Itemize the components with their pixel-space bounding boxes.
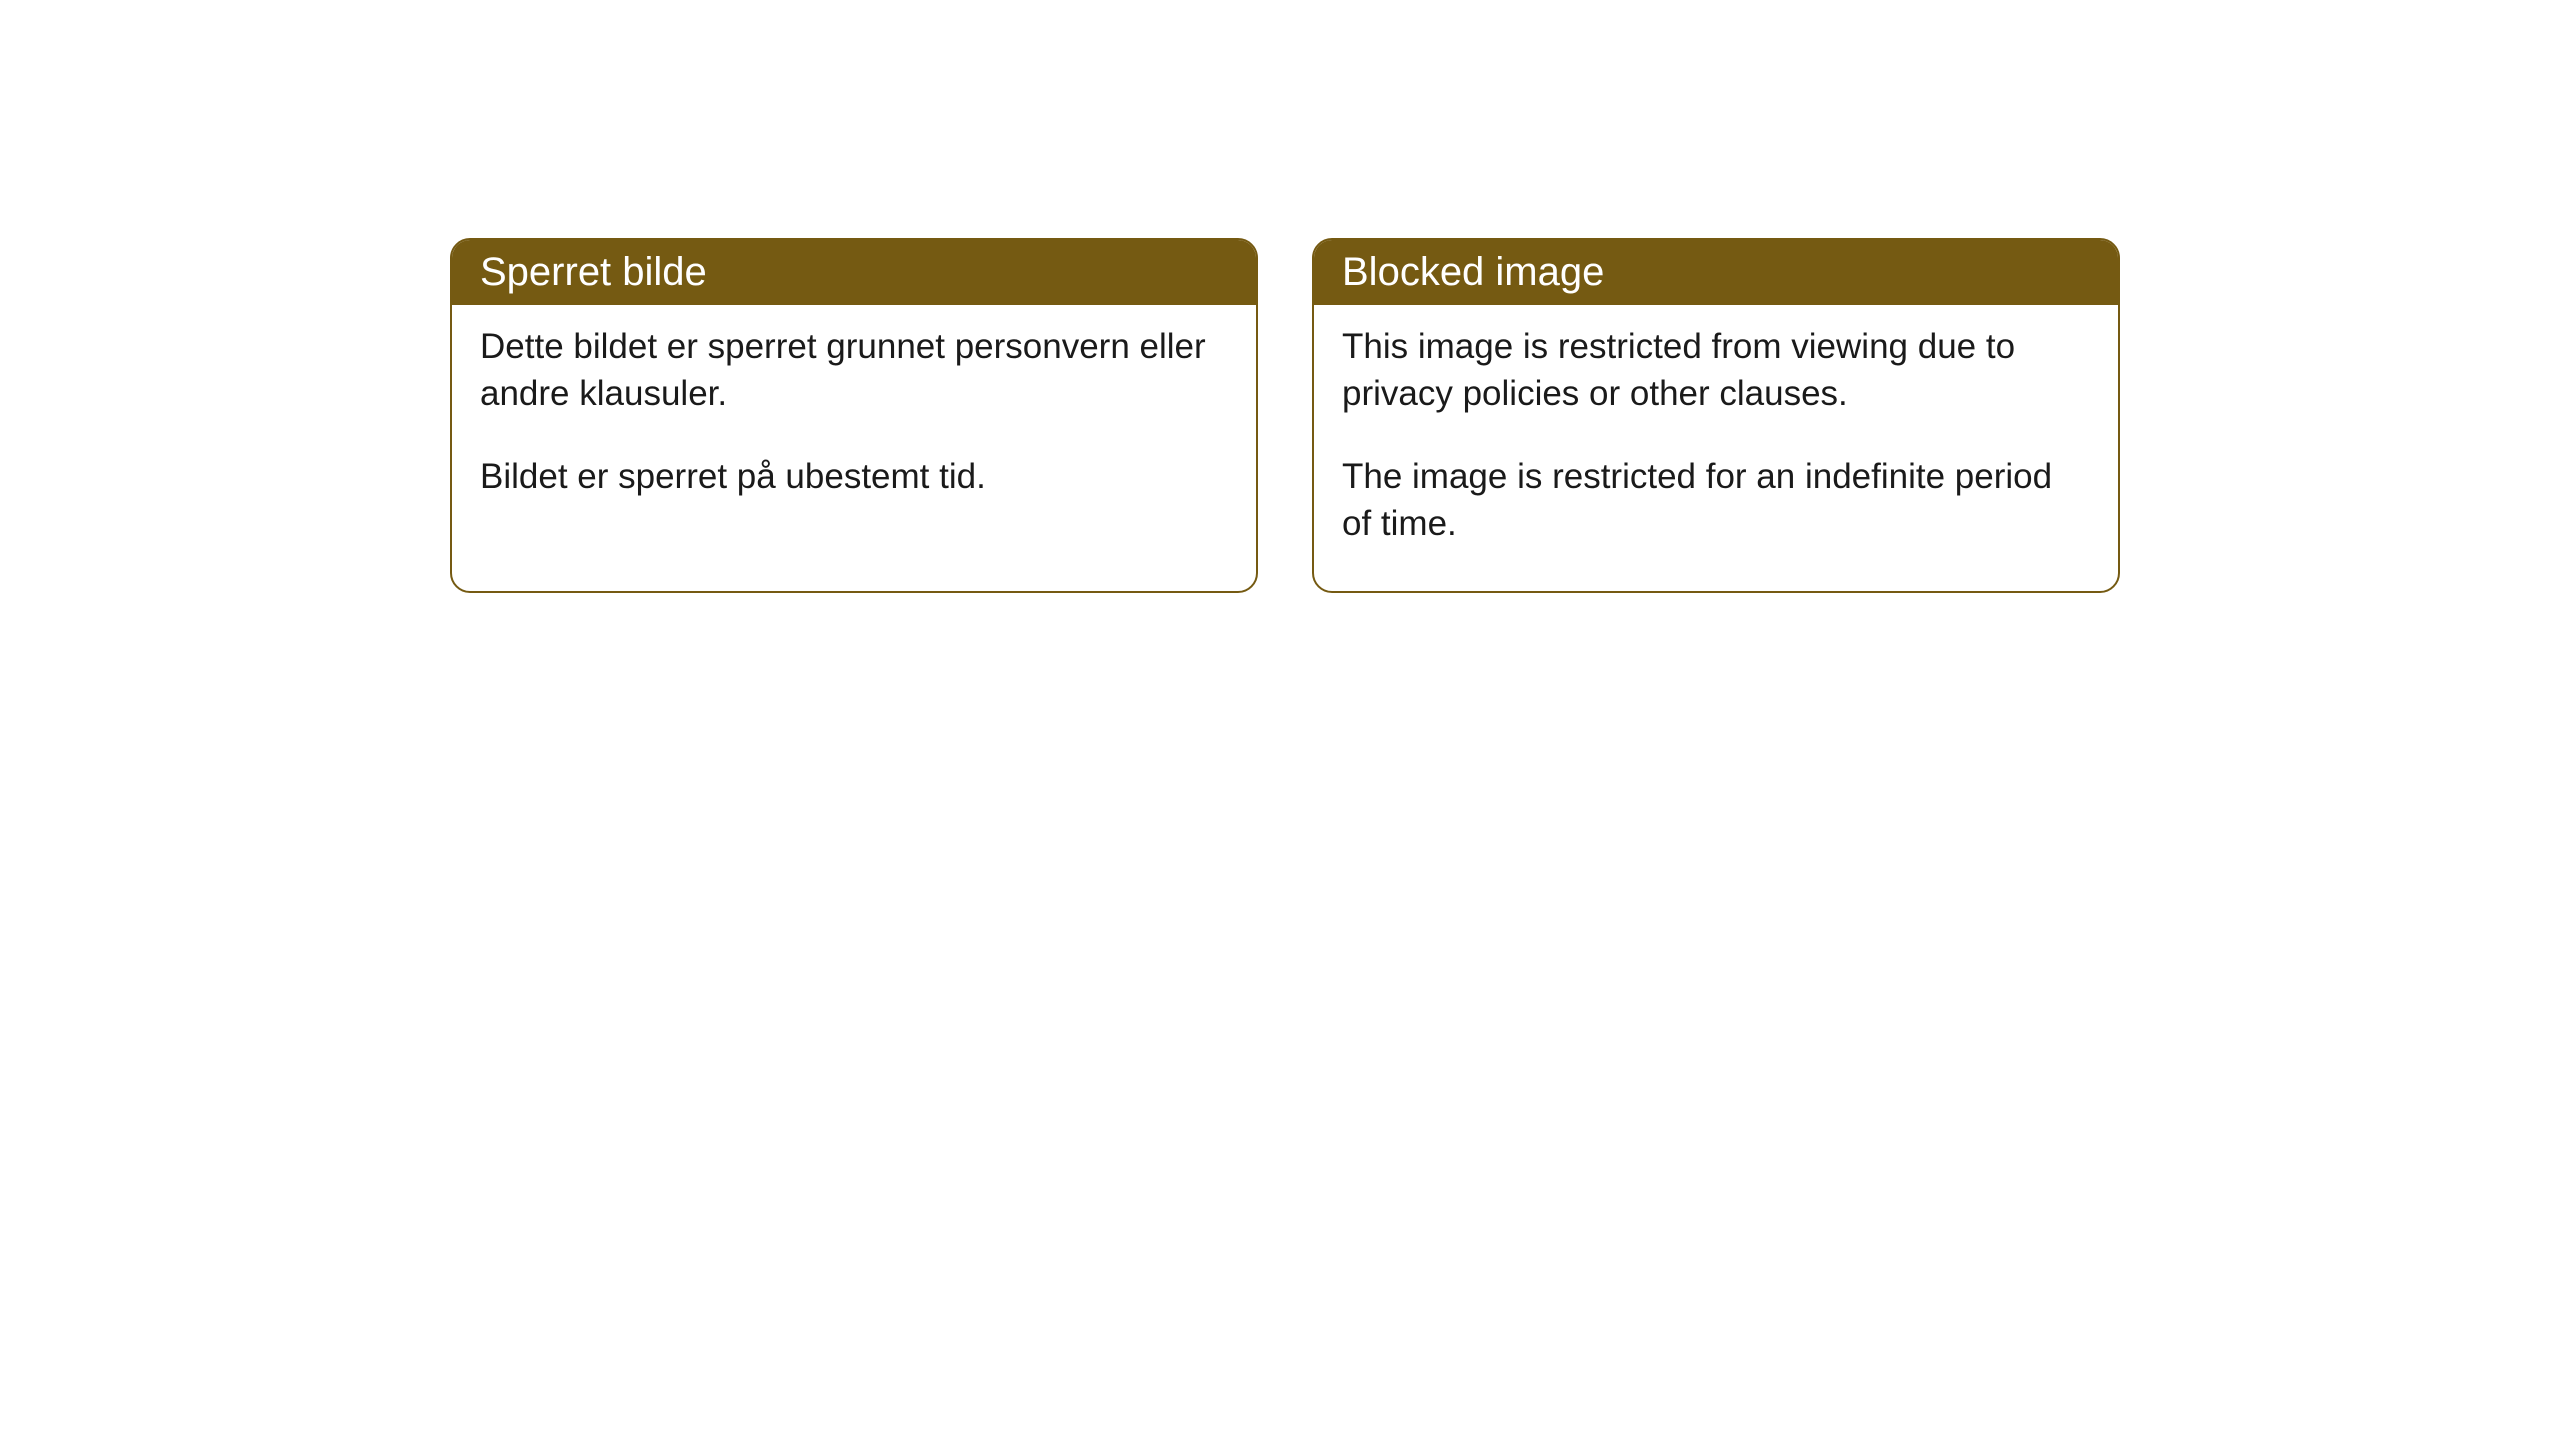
card-paragraph-1: This image is restricted from viewing du… <box>1342 323 2090 418</box>
card-norwegian: Sperret bilde Dette bildet er sperret gr… <box>450 238 1258 593</box>
cards-container: Sperret bilde Dette bildet er sperret gr… <box>0 0 2560 593</box>
card-body-norwegian: Dette bildet er sperret grunnet personve… <box>452 305 1256 544</box>
card-paragraph-2: Bildet er sperret på ubestemt tid. <box>480 453 1228 500</box>
card-english: Blocked image This image is restricted f… <box>1312 238 2120 593</box>
card-body-english: This image is restricted from viewing du… <box>1314 305 2118 591</box>
card-paragraph-2: The image is restricted for an indefinit… <box>1342 453 2090 548</box>
card-header-english: Blocked image <box>1314 240 2118 305</box>
card-header-norwegian: Sperret bilde <box>452 240 1256 305</box>
card-paragraph-1: Dette bildet er sperret grunnet personve… <box>480 323 1228 418</box>
